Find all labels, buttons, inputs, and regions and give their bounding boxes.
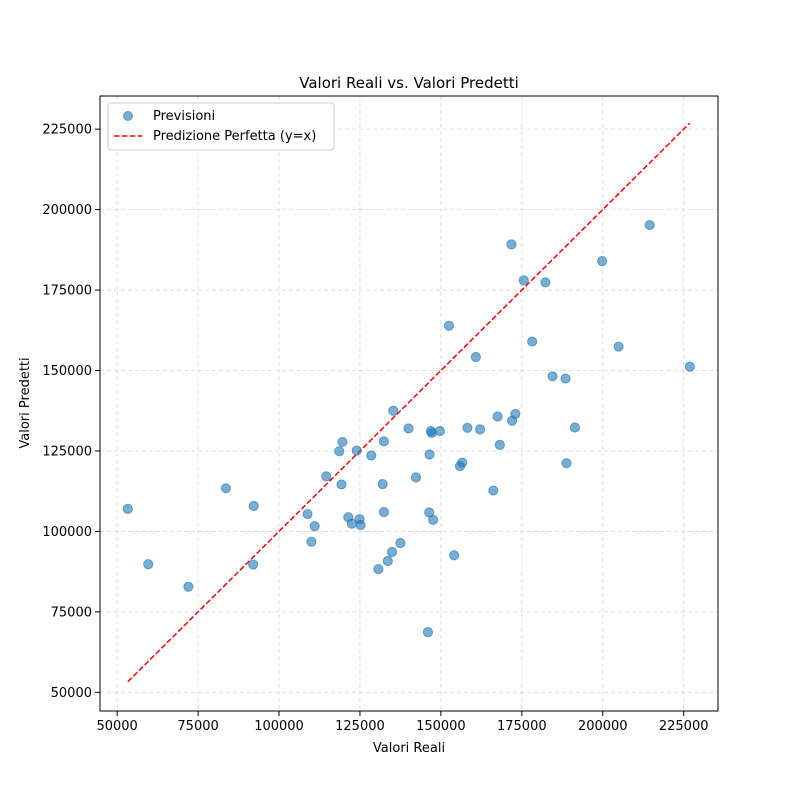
scatter-point	[560, 373, 571, 384]
scatter-point	[334, 446, 345, 457]
scatter-point	[443, 320, 455, 331]
scatter-point	[488, 485, 499, 496]
legend-label-previsioni: Previsioni	[153, 109, 215, 124]
scatter-point	[470, 351, 481, 363]
plot-frame	[99, 95, 719, 712]
scatter-point	[382, 555, 393, 567]
scatter-point	[309, 521, 320, 532]
x-tick-label: 175000	[497, 719, 547, 734]
scatter-point	[613, 341, 624, 352]
scatter-point	[644, 219, 655, 231]
scatter-point	[561, 458, 572, 469]
scatter-point	[474, 424, 486, 435]
scatter-point	[220, 483, 232, 494]
scatter-point	[306, 536, 317, 547]
y-tick-label: 125000	[42, 444, 92, 459]
y-axis-ticks: 50000 75000 100000 125000 150000 175000 200000…	[42, 123, 100, 701]
scatter-point	[321, 471, 332, 482]
scatter-point	[506, 239, 517, 250]
scatter-point	[422, 627, 434, 638]
scatter-point	[377, 479, 388, 490]
scatter-point	[122, 503, 133, 514]
scatter-point	[597, 255, 608, 267]
scatter-point	[684, 361, 695, 372]
scatter-point	[403, 423, 414, 434]
scatter-point	[248, 500, 259, 512]
x-tick-label: 125000	[335, 719, 385, 734]
scatter-point	[457, 457, 468, 468]
scatter-point	[494, 439, 505, 450]
legend: Previsioni Predizione Perfetta (y=x)	[107, 102, 335, 151]
scatter-point	[434, 425, 446, 437]
x-tick-label: 50000	[96, 719, 137, 734]
scatter-point	[527, 336, 538, 347]
y-tick-label: 225000	[42, 123, 92, 138]
scatter-point	[336, 479, 347, 490]
scatter-point	[248, 559, 259, 570]
y-tick-label: 150000	[42, 364, 92, 379]
x-tick-label: 100000	[254, 719, 304, 734]
legend-box	[107, 102, 335, 151]
y-axis-label: Valori Predetti	[18, 357, 33, 448]
scatter-point	[386, 546, 398, 558]
x-tick-label: 75000	[177, 719, 218, 734]
scatter-point	[492, 411, 503, 422]
scatter-point	[183, 581, 194, 592]
x-axis-ticks: 50000 75000 100000 125000 150000 175000 200000…	[96, 711, 709, 734]
scatter-point	[462, 422, 473, 433]
scatter-point	[378, 507, 390, 518]
y-tick-label: 200000	[42, 203, 92, 218]
scatter-point	[510, 408, 521, 420]
line-series-layer	[127, 122, 691, 683]
scatter-point	[143, 559, 154, 570]
scatter-point	[337, 436, 348, 448]
x-tick-label: 150000	[416, 719, 466, 734]
scatter-point	[355, 519, 366, 531]
scatter-point	[449, 550, 460, 561]
legend-label-perfect-line: Predizione Perfetta (y=x)	[153, 129, 316, 144]
scatter-point	[351, 445, 362, 456]
y-tick-label: 100000	[42, 525, 92, 540]
x-axis-label: Valori Reali	[373, 741, 445, 756]
scatter-point	[302, 508, 313, 520]
scatter-point	[378, 436, 390, 447]
y-tick-label: 50000	[51, 686, 92, 701]
scatter-point	[428, 514, 439, 525]
grid-lines	[100, 96, 718, 711]
scatter-point	[547, 371, 558, 382]
y-tick-label: 175000	[42, 284, 92, 299]
scatter-point	[518, 275, 529, 286]
scatter-point	[424, 449, 435, 460]
scatter-point	[569, 422, 581, 433]
x-tick-label: 225000	[659, 719, 709, 734]
scatter-point	[395, 537, 406, 549]
chart-title: Valori Reali vs. Valori Predetti	[299, 74, 519, 92]
scatter-point	[388, 405, 399, 416]
scatter-point	[540, 277, 551, 288]
legend-marker-previsioni	[123, 111, 133, 121]
scatter-point	[366, 450, 377, 461]
scatter-point	[410, 472, 422, 483]
y-tick-label: 75000	[51, 605, 92, 620]
scatter-point	[373, 563, 384, 575]
x-tick-label: 200000	[578, 719, 628, 734]
perfect-prediction-line	[127, 122, 691, 683]
scatter-points-layer	[122, 219, 695, 638]
